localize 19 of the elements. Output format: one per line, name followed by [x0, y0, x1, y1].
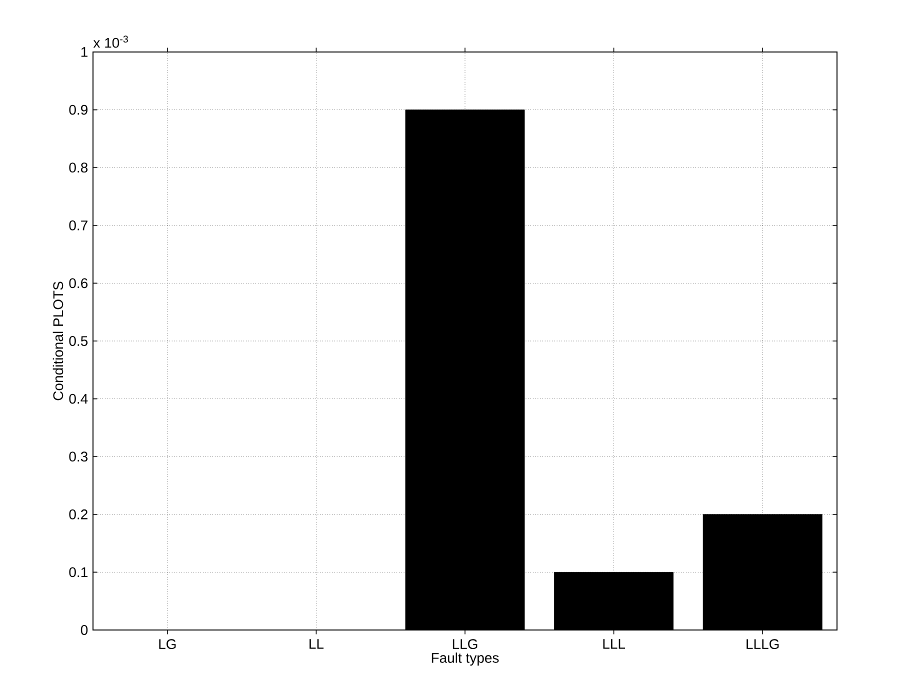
x-tick-label: LG [159, 639, 176, 650]
y-tick-label: 0 [80, 625, 88, 635]
x-axis-title: Fault types [432, 652, 499, 666]
y-tick-label: 0.8 [69, 162, 88, 173]
y-tick-label: 0.4 [69, 394, 88, 404]
y-tick-label: 0.5 [69, 336, 88, 346]
y-tick-label: 1 [81, 47, 88, 57]
y-tick-label: 0.1 [69, 567, 88, 578]
y-axis-title: Conditional PLOTS [52, 282, 64, 400]
y-tick-label: 0.7 [69, 220, 88, 230]
y-tick-label: 0.6 [69, 278, 88, 288]
x-tick-label: LLL [603, 639, 626, 649]
x-tick-label: LLLG [746, 639, 779, 650]
y-tick-label: 0.9 [69, 104, 88, 115]
text: x 10$^{-3}$ [93, 36, 128, 48]
y-tick-label: 0.3 [69, 452, 88, 462]
y-tick-label: 0.2 [69, 509, 88, 520]
x-tick-label: LLG [452, 639, 478, 650]
x-tick-label: LL [310, 639, 324, 649]
